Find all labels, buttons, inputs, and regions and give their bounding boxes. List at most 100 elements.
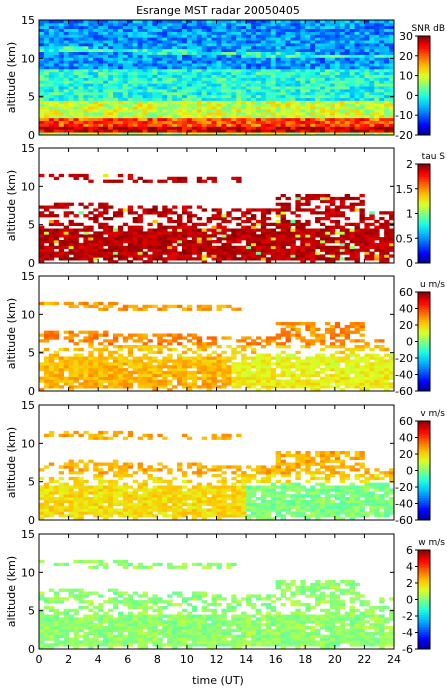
heatmap-cell — [157, 240, 163, 244]
colorbar-segment — [418, 164, 430, 167]
heatmap-cell — [354, 132, 360, 136]
heatmap-cell — [329, 51, 336, 55]
heatmap-cell — [98, 368, 104, 372]
heatmap-cell — [334, 68, 341, 73]
heatmap-cell — [305, 80, 311, 84]
heatmap-cell — [206, 385, 212, 389]
heatmap-cell — [177, 28, 183, 32]
heatmap-cell — [260, 103, 267, 107]
heatmap-cell — [364, 28, 370, 32]
heatmap-cell — [162, 260, 168, 264]
heatmap-cell — [196, 231, 203, 235]
heatmap-cell — [359, 199, 365, 204]
heatmap-cell — [236, 234, 242, 238]
heatmap-cell — [265, 43, 272, 47]
heatmap-cell — [265, 123, 272, 127]
heatmap-cell — [231, 63, 237, 67]
heatmap-cell — [216, 237, 222, 241]
heatmap-cell — [251, 251, 257, 255]
heatmap-cell — [270, 91, 277, 96]
heatmap-cell — [305, 202, 311, 206]
heatmap-cell — [329, 86, 336, 90]
heatmap-cell — [58, 117, 65, 122]
heatmap-cell — [280, 37, 286, 41]
heatmap-cell — [295, 225, 301, 229]
heatmap-cell — [359, 123, 365, 127]
heatmap-cell — [73, 106, 79, 110]
heatmap-cell — [310, 240, 316, 244]
heatmap-cell — [152, 86, 158, 90]
heatmap-cell — [147, 356, 153, 360]
heatmap-cell — [142, 347, 148, 352]
heatmap-cell — [221, 43, 227, 47]
heatmap-cell — [142, 66, 148, 70]
heatmap-cell — [147, 57, 153, 61]
heatmap-cell — [93, 80, 99, 84]
heatmap-cell — [344, 231, 351, 235]
heatmap-cell — [177, 51, 183, 55]
heatmap-cell — [147, 132, 153, 136]
heatmap-cell — [300, 228, 306, 232]
heatmap-cell — [226, 359, 232, 363]
heatmap-cell — [206, 48, 212, 53]
heatmap-cell — [39, 83, 45, 87]
heatmap-cell — [349, 114, 355, 119]
heatmap-cell — [226, 237, 232, 241]
heatmap-cell — [39, 248, 45, 252]
heatmap-cell — [127, 28, 134, 32]
heatmap-cell — [147, 80, 153, 84]
heatmap-cell — [260, 37, 267, 41]
heatmap-cell — [280, 330, 286, 334]
heatmap-cell — [379, 225, 385, 229]
heatmap-cell — [98, 100, 104, 104]
heatmap-cell — [127, 83, 134, 87]
heatmap-cell — [329, 251, 336, 255]
heatmap-cell — [98, 51, 104, 55]
heatmap-cell — [334, 94, 341, 99]
heatmap-cell — [260, 40, 267, 44]
heatmap-cell — [117, 109, 124, 113]
heatmap-cell — [73, 254, 79, 258]
heatmap-cell — [162, 129, 168, 133]
heatmap-cell — [39, 91, 45, 96]
heatmap-cell — [142, 25, 148, 30]
heatmap-cell — [157, 225, 163, 229]
heatmap-cell — [137, 114, 143, 119]
heatmap-cell — [339, 251, 346, 255]
heatmap-cell — [122, 63, 129, 67]
heatmap-cell — [93, 89, 99, 93]
heatmap-cell — [246, 54, 252, 58]
heatmap-cell — [305, 254, 311, 258]
heatmap-cell — [181, 77, 188, 81]
heatmap-cell — [260, 48, 267, 53]
heatmap-cell — [186, 257, 193, 261]
heatmap-cell — [389, 48, 395, 53]
heatmap-cell — [39, 228, 45, 232]
heatmap-cell — [364, 51, 370, 55]
heatmap-cell — [216, 370, 222, 375]
heatmap-cell — [201, 222, 208, 227]
heatmap-cell — [344, 40, 351, 44]
heatmap-cell — [122, 68, 129, 73]
heatmap-cell — [137, 83, 143, 87]
heatmap-cell — [83, 173, 89, 178]
heatmap-cell — [196, 77, 203, 81]
heatmap-cell — [354, 123, 360, 127]
heatmap-cell — [221, 83, 227, 87]
heatmap-cell — [364, 106, 370, 110]
heatmap-cell — [117, 234, 124, 238]
heatmap-cell — [127, 31, 134, 35]
heatmap-cell — [364, 254, 370, 258]
heatmap-cell — [310, 74, 316, 78]
heatmap-cell — [359, 126, 365, 130]
heatmap-cell — [186, 114, 193, 119]
heatmap-cell — [236, 345, 242, 349]
heatmap-cell — [103, 97, 109, 101]
heatmap-cell — [310, 129, 316, 133]
heatmap-cell — [221, 379, 227, 383]
heatmap-cell — [280, 43, 286, 47]
heatmap-cell — [127, 231, 134, 235]
heatmap-cell — [132, 123, 139, 127]
heatmap-cell — [162, 60, 168, 64]
heatmap-cell — [191, 251, 198, 255]
